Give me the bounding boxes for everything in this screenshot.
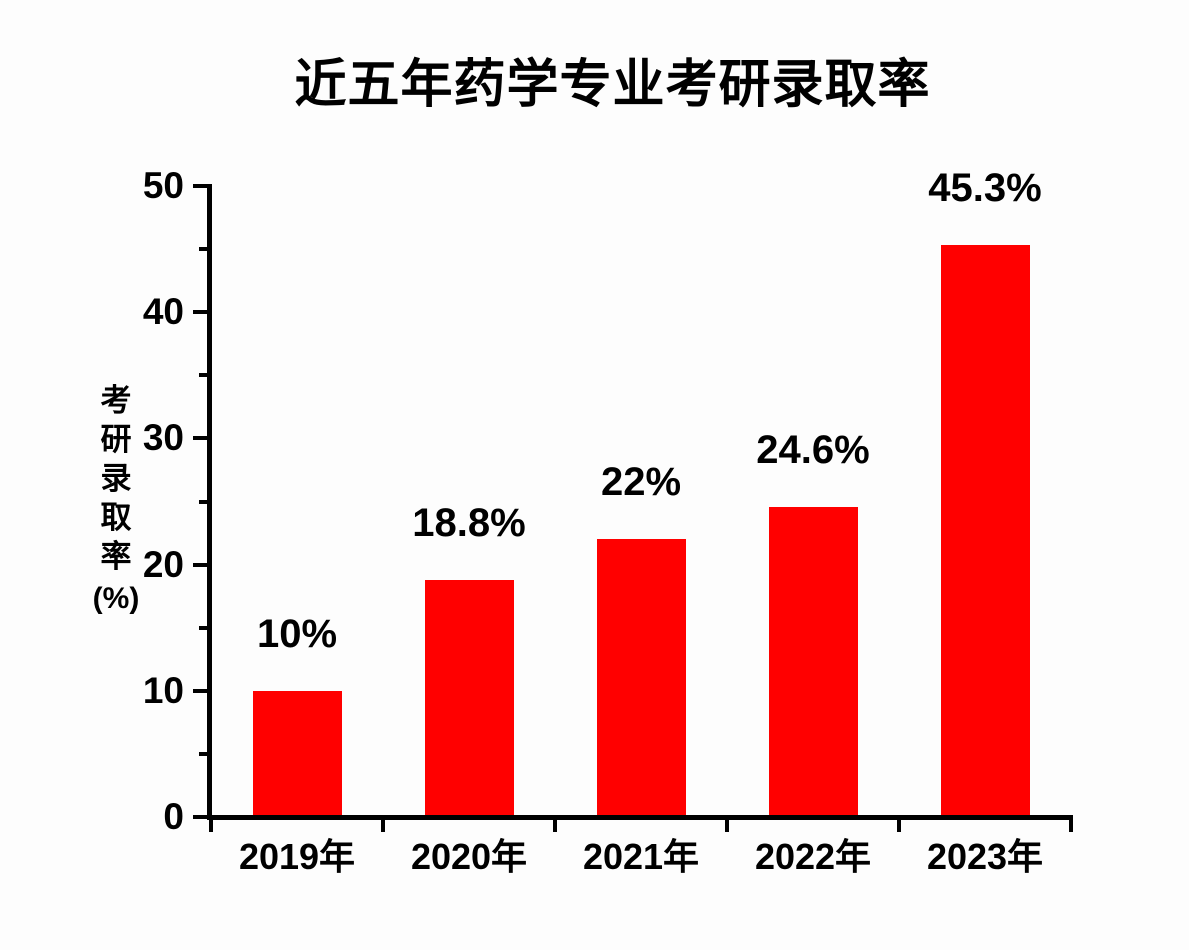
bar-value-label: 24.6% — [756, 427, 870, 472]
x-axis-category-label: 2020年 — [410, 836, 528, 877]
y-axis-major-tick — [193, 815, 209, 819]
y-axis-minor-tick — [199, 247, 209, 252]
y-axis-line — [207, 184, 212, 820]
bar — [768, 506, 858, 817]
y-axis-tick-label: 50 — [142, 165, 184, 206]
y-axis-tick-label: 0 — [163, 796, 184, 837]
bar-value-label: 45.3% — [928, 166, 1042, 211]
y-axis-major-tick — [193, 436, 209, 441]
bar — [596, 539, 686, 817]
y-axis-major-tick — [193, 310, 209, 315]
bar-value-label: 10% — [256, 611, 338, 656]
y-axis-major-tick — [193, 184, 209, 188]
x-axis-tick — [553, 818, 557, 832]
chart-title: 近五年药学专业考研录取率 — [294, 56, 931, 114]
x-axis-category-label: 2023年 — [926, 836, 1044, 877]
y-axis-label-char: 率 — [100, 539, 132, 574]
x-axis-tick — [381, 818, 385, 832]
x-axis-line — [207, 815, 1073, 820]
bar-value-label: 18.8% — [412, 500, 526, 545]
bar — [424, 579, 514, 817]
y-axis-major-tick — [193, 688, 209, 693]
x-axis-tick — [725, 818, 729, 832]
y-axis-label-char: 取 — [100, 500, 132, 535]
y-axis-label-char: 录 — [100, 461, 132, 496]
bar-value-label: 22% — [600, 460, 682, 505]
y-axis-label-char: 考 — [100, 383, 132, 418]
x-axis-category-label: 2021年 — [582, 836, 700, 877]
y-axis-tick-label: 30 — [142, 417, 184, 459]
y-axis-minor-tick — [199, 373, 209, 378]
x-axis-tick — [897, 818, 901, 832]
y-axis-tick-label: 40 — [142, 291, 184, 333]
y-axis-unit-label: (%) — [92, 582, 140, 615]
x-axis-tick — [1069, 818, 1073, 832]
y-axis-label-char: 研 — [100, 422, 132, 457]
x-axis-category-label: 2022年 — [754, 836, 872, 877]
y-axis-major-tick — [193, 562, 209, 567]
y-axis-label: 考研录取率 — [88, 381, 144, 576]
bar — [940, 245, 1030, 817]
y-axis-tick-label: 10 — [142, 669, 184, 711]
y-axis-minor-tick — [199, 499, 209, 504]
y-axis-minor-tick — [199, 751, 209, 756]
y-axis-minor-tick — [199, 625, 209, 630]
x-axis-category-label: 2019年 — [238, 836, 356, 877]
bar — [252, 690, 342, 817]
x-axis-tick — [209, 818, 213, 832]
y-axis-tick-label: 20 — [142, 543, 184, 585]
